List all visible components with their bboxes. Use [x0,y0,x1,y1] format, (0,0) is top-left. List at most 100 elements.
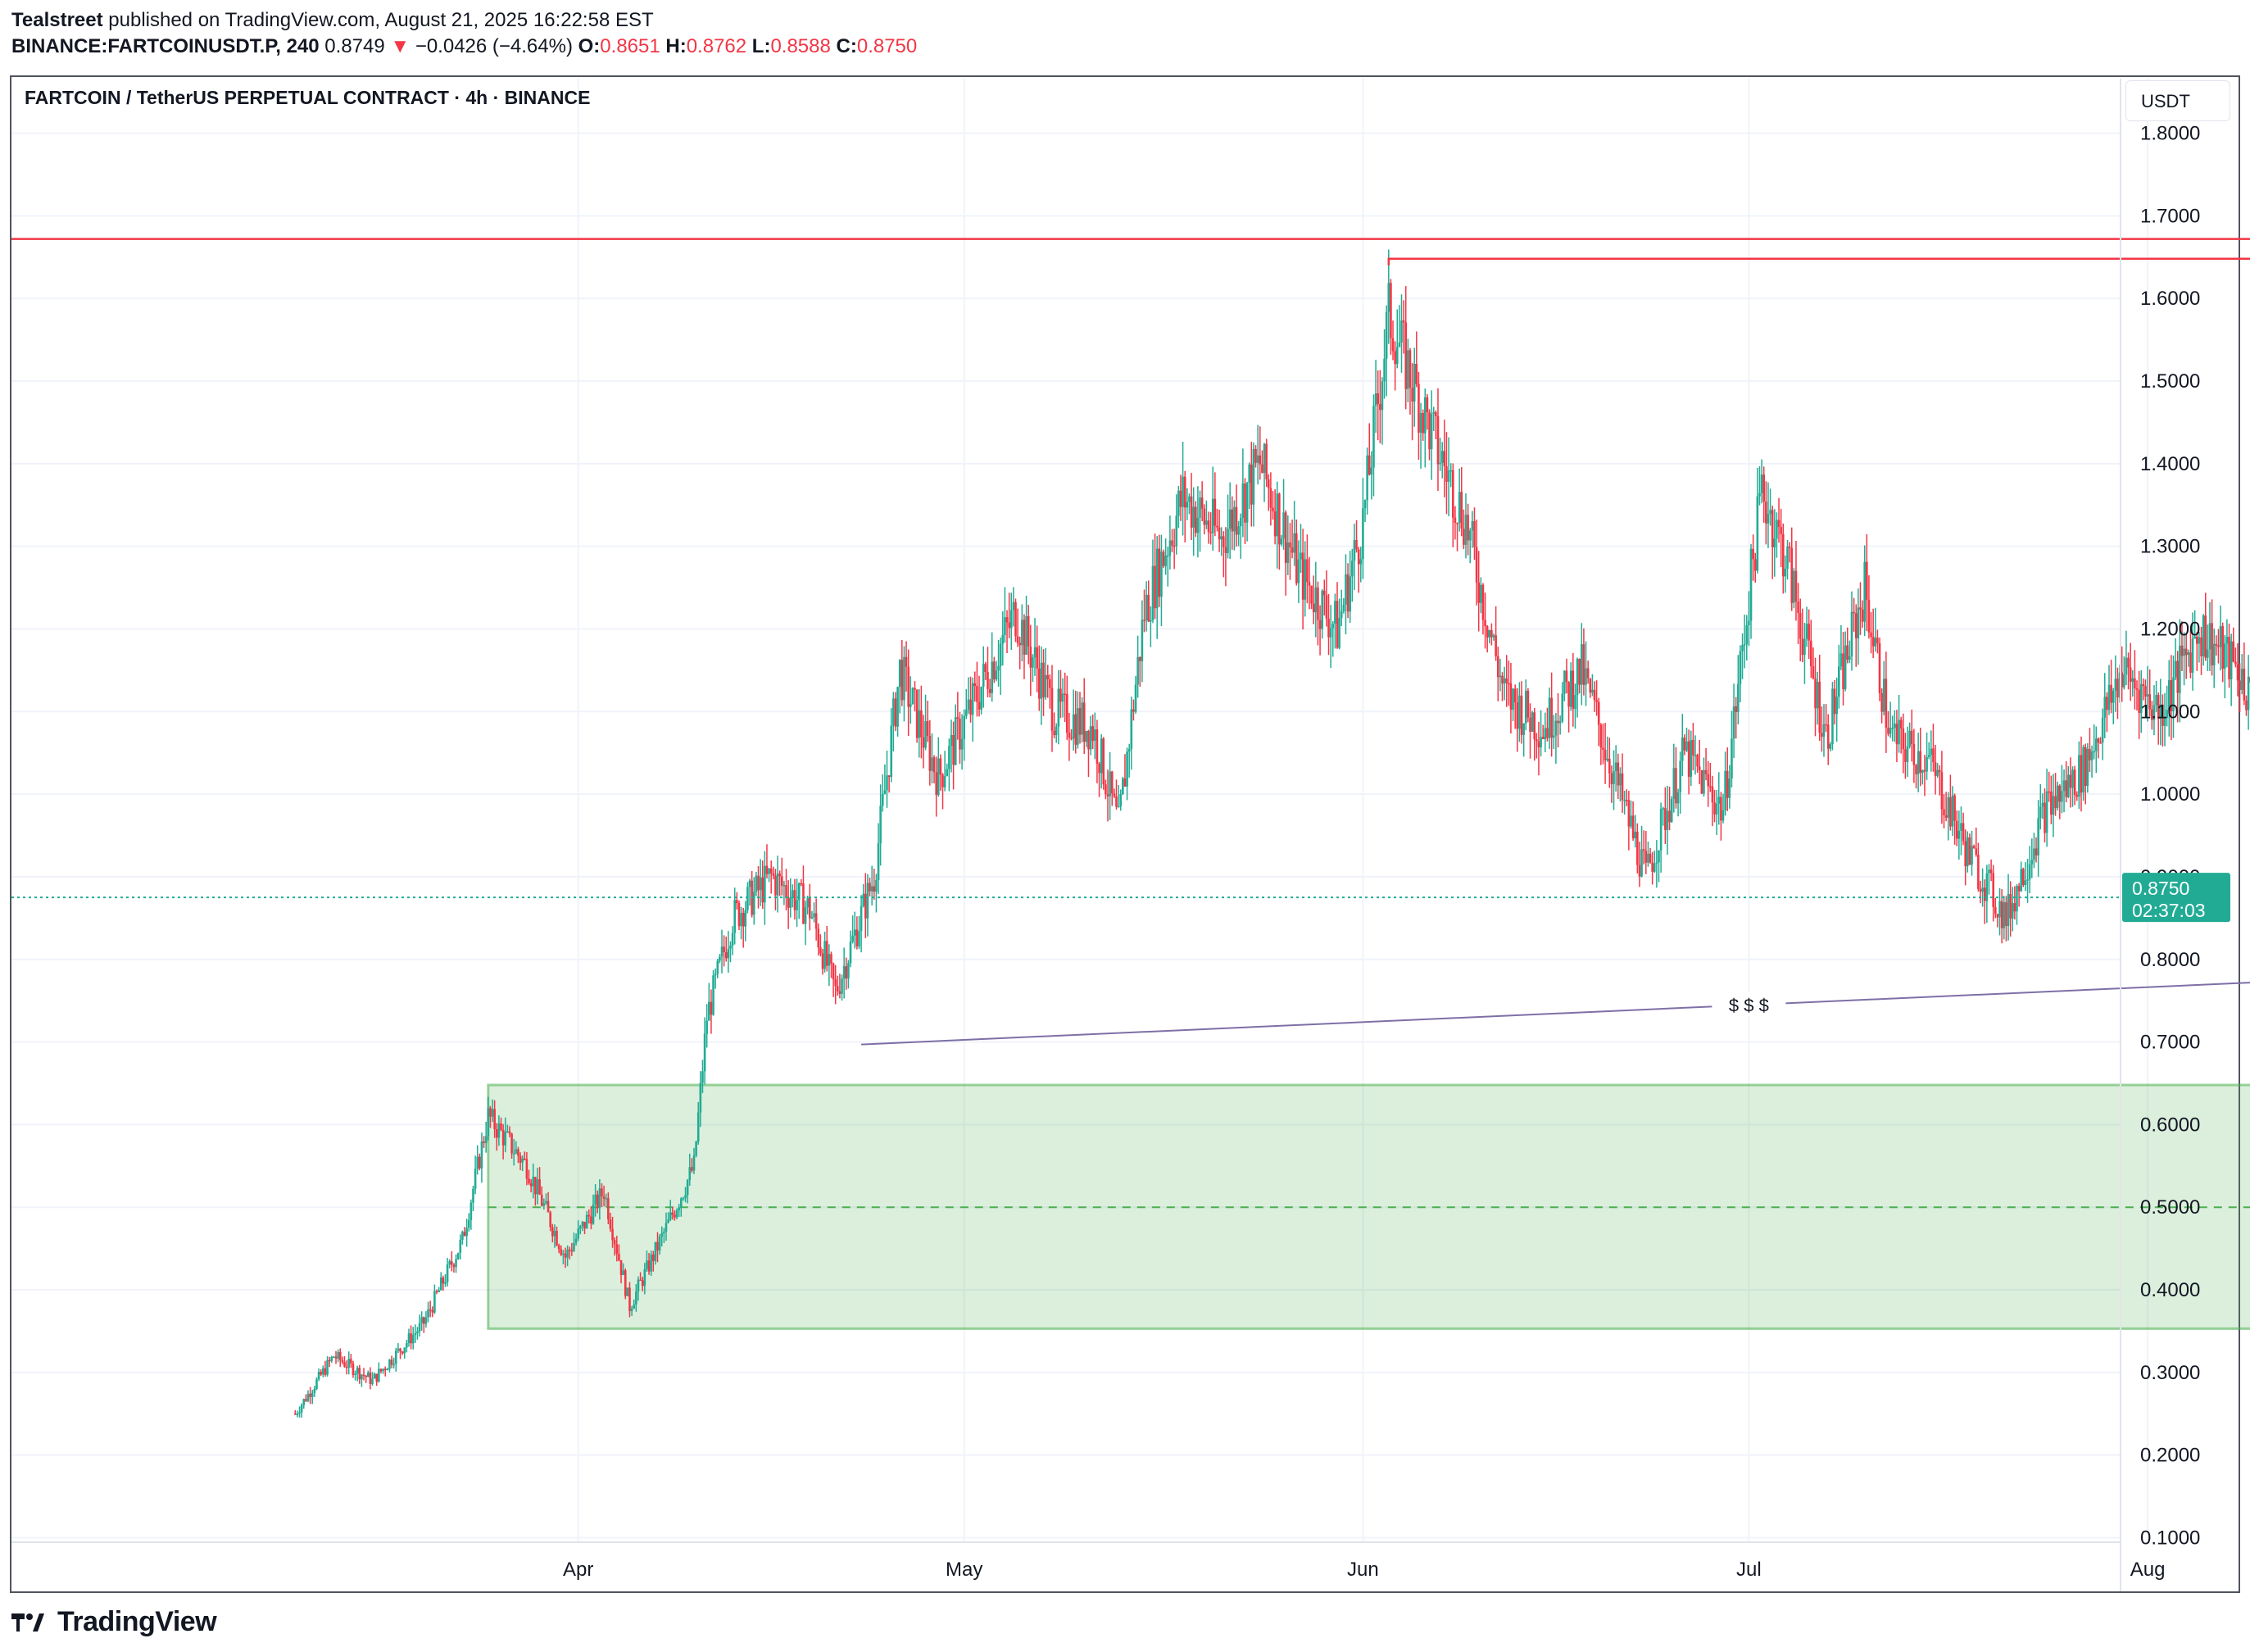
candle-body [1522,723,1525,735]
candle-body [656,1241,659,1251]
candle-body [1505,678,1508,683]
candle-body [864,893,867,919]
candle-body [2114,678,2117,691]
candle-body [1228,509,1232,529]
candle-body [1301,552,1304,600]
candle-body [1983,887,1986,901]
candle-body [560,1249,563,1255]
candle-body [2184,648,2188,656]
candle-body [1979,888,1982,892]
candle-body [1484,620,1486,627]
candle-body [959,719,961,750]
candle-body [1694,755,1697,756]
candle-body [1100,738,1103,774]
candle-body [1610,773,1613,784]
candle-body [701,1071,704,1083]
candle-body [613,1240,616,1245]
candle-body [1975,848,1978,856]
candle-body [2037,818,2039,856]
candle-body [581,1221,584,1227]
candle-body [686,1180,689,1196]
candle-body [416,1331,419,1333]
candle-body [1177,490,1180,516]
candle-body [1709,786,1712,787]
candle-body [832,964,835,980]
tradingview-brand[interactable]: TradingView [11,1606,217,1638]
candle-body [1681,738,1684,761]
candle-body [399,1348,401,1352]
candle-body [2020,869,2023,892]
candle-body [699,1082,702,1113]
candle-body [352,1363,355,1376]
candle-body [570,1250,574,1252]
candle-body [1722,810,1725,821]
candle-body [2078,755,2080,797]
candle-body [545,1200,547,1204]
candle-body [2151,709,2153,720]
candle-body [1640,849,1643,877]
candle-body [392,1364,395,1365]
candle-body [761,877,764,903]
candle-body [1921,769,1924,773]
y-tick-label: 1.1000 [2140,701,2200,723]
candle-body [973,683,977,687]
candle-body [2163,718,2166,726]
candle-body [1394,351,1396,365]
y-tick-label: 0.5000 [2140,1196,2200,1219]
candle-body [1676,792,1680,804]
y-tick-label: 0.2000 [2140,1445,2200,1467]
candle-body [997,665,1000,671]
candle-body [1724,770,1726,810]
candle-body [431,1309,434,1313]
candle-body [579,1226,582,1229]
candle-body [650,1254,652,1272]
candle-body [1008,622,1010,629]
candle-body [2215,643,2218,646]
candle-body [1700,769,1703,794]
candle-body [2207,649,2209,658]
candle-body [733,900,737,933]
candle-body [855,929,859,947]
candle-body [1870,632,1872,638]
candle-body [1989,869,1993,874]
candle-body [1602,747,1604,751]
candle-body [2103,697,2107,718]
candle-body [459,1239,462,1254]
candle-body [922,737,925,748]
author-name[interactable]: Tealstreet [11,9,103,31]
candle-body [2211,623,2213,666]
candle-body [2198,637,2201,644]
candle-body [1004,617,1006,635]
candle-body [1752,548,1754,560]
candle-body [1087,730,1090,750]
candle-body [813,913,815,918]
candle-body [1572,670,1575,710]
candle-body [2089,748,2091,760]
candle-body [2221,626,2224,669]
candle-body [1147,594,1150,622]
candle-body [1113,793,1116,796]
candle-body [1175,515,1178,547]
candle-body [1475,547,1478,583]
candle-body [853,929,856,936]
candle-body [1158,548,1161,597]
candle-body [1402,320,1405,323]
high-value: 0.8762 [686,35,747,57]
candle-body [1359,559,1363,565]
candle-body [1773,538,1776,547]
currency-button[interactable]: USDT [2125,80,2230,121]
y-tick-label: 0.7000 [2140,1032,2200,1054]
candle-body [1756,496,1759,571]
candle-body [911,688,914,704]
candle-body [512,1153,515,1155]
candle-body [1906,746,1909,762]
candle-body [343,1362,346,1367]
candle-body [1960,823,1962,831]
candle-body [960,738,964,750]
open-label: O: [578,35,601,57]
candle-body [1585,668,1587,685]
candle-body [1536,739,1538,742]
candle-body [1346,574,1350,612]
candle-body [1835,697,1838,715]
